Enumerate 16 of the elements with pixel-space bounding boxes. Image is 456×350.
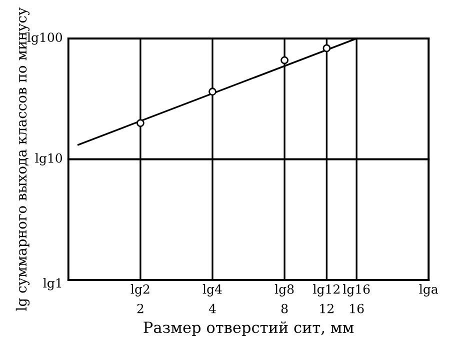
text: lg1 xyxy=(43,278,62,290)
x-tick-label: 16 xyxy=(350,304,364,314)
ref-line-label: lg100 xyxy=(27,32,62,45)
ref-line-label: lg2 xyxy=(130,284,150,296)
ref-line-label: lg8 xyxy=(274,284,294,296)
y-axis-title: lg суммарного выхода классов по минусу xyxy=(16,7,30,311)
x-tick-label: 4 xyxy=(208,304,216,314)
ref-line-label: lg16 xyxy=(343,284,370,296)
x-tick-label: 2 xyxy=(137,304,144,314)
x-axis-title: Размер отверстий сит, мм xyxy=(144,321,354,336)
ref-line-label: lg10 xyxy=(35,153,62,166)
x-tick-label: 12 xyxy=(320,304,334,314)
ref-line-label: lg12 xyxy=(313,284,340,296)
ref-line-label: lg4 xyxy=(202,284,222,296)
x-tick-label: 8 xyxy=(281,304,288,314)
ref-line-label: lga xyxy=(419,284,438,296)
